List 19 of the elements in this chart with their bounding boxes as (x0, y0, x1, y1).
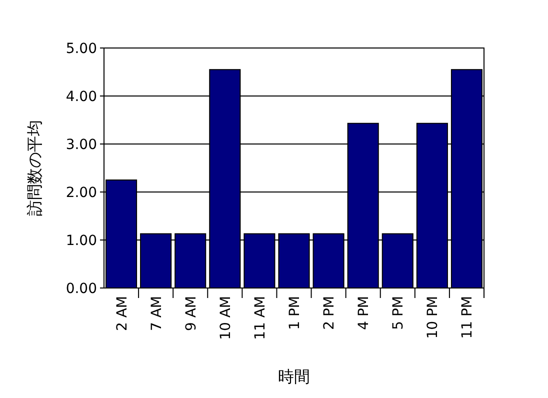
x-tick-label: 5 PM (390, 296, 407, 330)
x-tick-label: 10 PM (425, 296, 442, 339)
y-tick-label: 3.00 (66, 137, 97, 153)
x-tick-label: 4 PM (356, 296, 372, 330)
x-tick-label: 9 AM (183, 296, 200, 332)
y-axis-title: 訪問数の平均 (25, 120, 44, 216)
x-tick-label: 11 PM (460, 296, 476, 339)
y-tick-label: 1.00 (66, 233, 97, 249)
x-tick-label: 1 PM (287, 296, 303, 330)
x-tick-label: 2 PM (322, 296, 338, 330)
y-tick-label: 0.00 (66, 281, 97, 297)
x-tick-label: 2 AM (114, 296, 130, 332)
x-tick-label: 7 AM (148, 296, 165, 332)
x-axis-title: 時間 (278, 367, 310, 386)
x-tick-label: 11 AM (252, 296, 268, 340)
y-tick-label: 5.00 (66, 41, 97, 57)
y-tick-label: 2.00 (66, 185, 97, 201)
y-tick-label: 4.00 (66, 89, 97, 105)
x-tick-label: 10 AM (218, 296, 234, 340)
